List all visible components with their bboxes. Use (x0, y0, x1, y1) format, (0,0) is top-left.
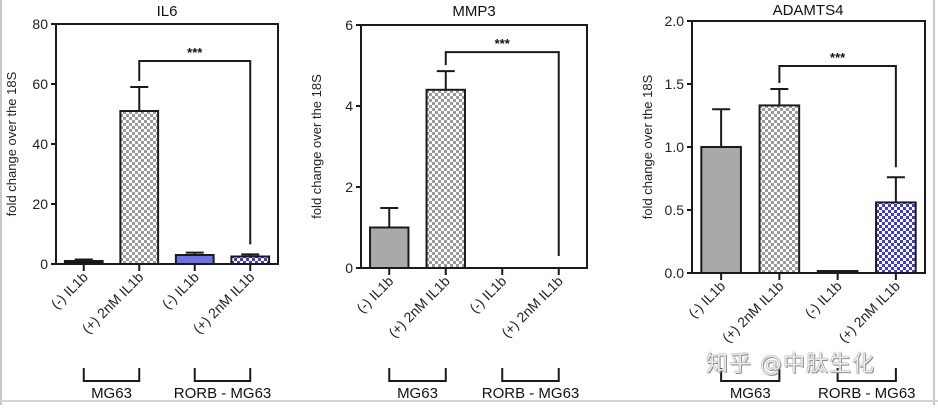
bar (369, 226, 410, 269)
x-tick-label: (+) 2nM IL1b (385, 273, 453, 341)
chart-title: MMP3 (452, 3, 495, 20)
bar (758, 104, 801, 274)
significance-label: *** (495, 36, 511, 51)
significance-label: *** (187, 45, 203, 60)
significance-bracket (444, 51, 560, 256)
x-tick-label: (-) IL1b (48, 269, 91, 312)
group-label: MG63 (397, 385, 438, 402)
bar (875, 201, 917, 274)
group-label: MG63 (91, 385, 132, 402)
group-label: RORB - MG63 (482, 385, 580, 402)
y-axis-label: fold change over the 18S (640, 74, 655, 219)
group-bracket (720, 368, 781, 382)
bar (119, 110, 160, 265)
group-label: MG63 (730, 385, 771, 402)
chart-panel-adamts4: ADAMTS4 fold change over the 18S 0.0 0.5 1.0… (640, 2, 926, 402)
y-tick-label: 4 (345, 98, 353, 114)
frame-right-border (933, 0, 935, 405)
x-tick-label: (-) IL1b (466, 273, 509, 316)
y-axis-label: fold change over the 18S (4, 71, 19, 216)
group-label: RORB - MG63 (818, 385, 916, 402)
x-tick-label: (+) 2nM IL1b (498, 273, 566, 341)
group-bracket (82, 368, 141, 382)
group-bracket (501, 368, 560, 382)
y-tick-label: 2 (345, 179, 353, 195)
plot-frame (360, 24, 588, 269)
y-tick-label: 60 (32, 76, 48, 92)
y-tick-label: 0 (40, 256, 48, 272)
x-tick-label: (-) IL1b (353, 273, 396, 316)
x-tick-label: (-) IL1b (685, 278, 728, 321)
group-bracket (388, 368, 447, 382)
bar (700, 146, 742, 274)
y-tick-label: 0.5 (665, 202, 685, 218)
y-tick-label: 6 (345, 17, 353, 33)
significance-bracket (778, 65, 897, 168)
y-tick-label: 80 (32, 16, 48, 32)
frame-left-border (0, 0, 2, 405)
chart-panel-mmp3: MMP3 fold change over the 18S 0 2 4 6 (-) IL1b… (309, 3, 588, 402)
x-tick-label: (-) IL1b (802, 278, 845, 321)
y-tick-label: 1.0 (665, 139, 685, 155)
group-label: RORB - MG63 (174, 385, 272, 402)
y-tick-label: 20 (32, 196, 48, 212)
y-tick-label: 2.0 (665, 13, 685, 29)
chart-panel-il6: IL6 fold change over the 18S 0 20 40 60 80 (-) … (4, 3, 279, 402)
y-tick-label: 0.0 (665, 265, 685, 281)
significance-bracket (138, 60, 252, 245)
frame-bottom-border (0, 400, 938, 402)
group-bracket (193, 368, 252, 382)
significance-label: *** (830, 50, 846, 65)
bar (230, 255, 271, 265)
bar (425, 88, 466, 269)
chart-title: IL6 (157, 3, 178, 20)
group-bracket (836, 368, 897, 382)
x-tick-label: (+) 2nM IL1b (719, 278, 787, 346)
y-tick-label: 1.5 (665, 76, 685, 92)
y-tick-label: 40 (32, 136, 48, 152)
chart-title: ADAMTS4 (773, 2, 844, 19)
y-axis-label: fold change over the 18S (309, 74, 324, 219)
y-tick-label: 0 (345, 260, 353, 276)
x-tick-label: (-) IL1b (159, 269, 202, 312)
x-tick-label: (+) 2nM IL1b (835, 278, 903, 346)
bar (174, 254, 215, 265)
